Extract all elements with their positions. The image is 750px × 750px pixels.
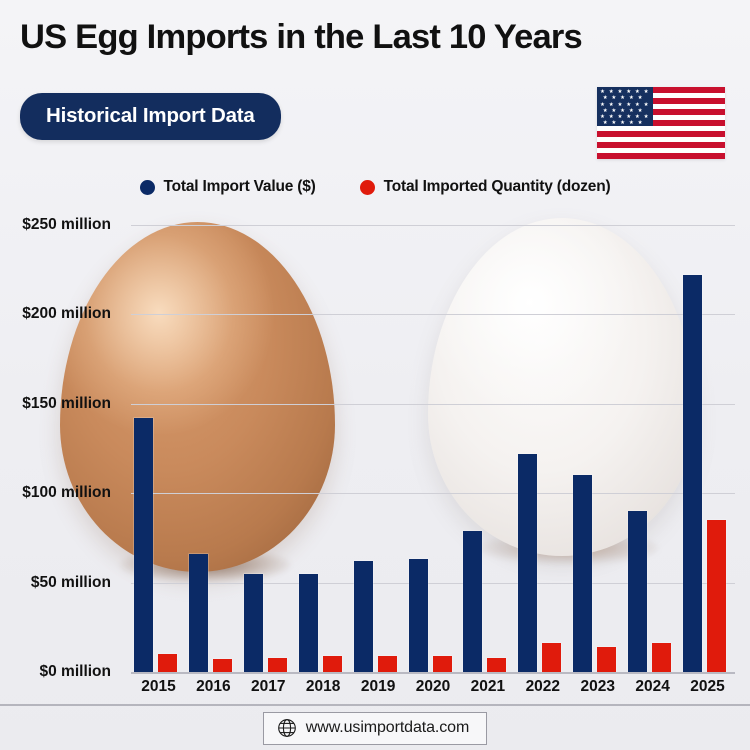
bar-import-quantity[interactable] xyxy=(487,657,507,672)
legend-item-import-value[interactable]: Total Import Value ($) xyxy=(139,178,316,196)
bar-import-quantity[interactable] xyxy=(267,657,287,672)
subtitle-badge: Historical Import Data xyxy=(20,93,281,140)
x-axis-tick-label: 2025 xyxy=(690,678,725,695)
legend-dot-icon xyxy=(359,179,375,195)
bar-group xyxy=(351,225,406,672)
bar-import-quantity[interactable] xyxy=(377,655,397,672)
y-axis-tick-label: $50 million xyxy=(30,573,111,591)
bar-group xyxy=(241,225,296,672)
x-axis-tick-label: 2018 xyxy=(305,678,341,695)
website-badge[interactable]: www.usimportdata.com xyxy=(262,712,488,745)
website-url: www.usimportdata.com xyxy=(305,719,470,736)
flag-stars: ★ ★ ★ ★ ★ ★ ★ ★ ★ ★ ★ ★ ★ ★ ★ ★ ★ ★ ★ ★ … xyxy=(600,89,650,133)
x-axis-tick-label: 2020 xyxy=(415,678,451,695)
x-axis-tick-label: 2022 xyxy=(525,678,561,695)
gridline xyxy=(131,225,735,226)
y-axis-tick-label: $200 million xyxy=(22,305,111,323)
bar-group xyxy=(406,225,461,672)
bar-import-quantity[interactable] xyxy=(322,655,342,672)
bar-import-quantity[interactable] xyxy=(432,655,452,672)
bar-import-value[interactable] xyxy=(683,275,703,672)
bar-import-value[interactable] xyxy=(188,554,208,672)
bar-import-value[interactable] xyxy=(573,475,593,672)
bar-group xyxy=(680,225,735,672)
gridline xyxy=(131,493,735,495)
chart-legend: Total Import Value ($) Total Imported Qu… xyxy=(0,178,750,196)
bar-import-value[interactable] xyxy=(243,573,263,672)
bar-group xyxy=(625,225,680,672)
bar-group xyxy=(186,225,241,672)
gridline xyxy=(131,314,735,316)
y-axis-tick-label: $150 million xyxy=(22,394,111,412)
gridline xyxy=(131,403,735,405)
chart-plot-area: $0 million $50 million $100 million $150 mi… xyxy=(22,216,735,680)
bar-import-quantity[interactable] xyxy=(597,646,617,672)
footer: www.usimportdata.com xyxy=(0,712,750,745)
bar-import-value[interactable] xyxy=(628,511,648,672)
us-flag-icon: ★ ★ ★ ★ ★ ★ ★ ★ ★ ★ ★ ★ ★ ★ ★ ★ ★ ★ ★ ★ … xyxy=(597,87,725,159)
legend-item-import-quantity[interactable]: Total Imported Quantity (dozen) xyxy=(359,178,611,196)
y-axis-tick-label: $0 million xyxy=(39,663,112,680)
bar-group xyxy=(460,225,515,672)
bar-import-value[interactable] xyxy=(298,573,318,672)
bar-group xyxy=(296,225,351,672)
legend-label: Total Imported Quantity (dozen) xyxy=(383,178,611,195)
globe-icon xyxy=(277,718,297,738)
x-axis-tick-label: 2019 xyxy=(360,678,396,695)
bar-import-value[interactable] xyxy=(353,561,373,672)
x-axis-labels: 2015 2016 2017 2018 2019 2020 2021 2022 2023 2024… xyxy=(131,676,735,702)
bar-group xyxy=(515,225,570,672)
x-axis-tick-label: 2024 xyxy=(635,678,670,695)
gridline xyxy=(131,582,735,584)
bar-import-quantity[interactable] xyxy=(212,659,232,672)
bar-group-container xyxy=(131,225,735,672)
bar-import-value[interactable] xyxy=(134,418,153,672)
x-axis-tick-label: 2015 xyxy=(141,678,176,695)
bar-import-quantity[interactable] xyxy=(652,643,672,672)
y-axis-tick-label: $250 million xyxy=(22,216,111,233)
bar-group xyxy=(131,225,186,672)
bar-import-quantity[interactable] xyxy=(158,654,177,672)
x-axis-tick-label: 2017 xyxy=(251,678,286,695)
x-axis-tick-label: 2016 xyxy=(196,678,231,695)
x-axis-line xyxy=(131,672,735,674)
page-title: US Egg Imports in the Last 10 Years xyxy=(20,18,583,56)
x-axis-tick-label: 2021 xyxy=(470,678,506,695)
footer-divider xyxy=(0,704,750,706)
bar-import-value[interactable] xyxy=(463,530,483,672)
bar-import-value[interactable] xyxy=(408,559,428,672)
legend-label: Total Import Value ($) xyxy=(163,178,316,195)
bar-import-value[interactable] xyxy=(518,453,538,672)
bar-import-quantity[interactable] xyxy=(707,520,727,672)
x-axis-tick-label: 2023 xyxy=(580,678,615,695)
y-axis-tick-label: $100 million xyxy=(22,484,111,502)
bar-import-quantity[interactable] xyxy=(542,643,562,672)
flag-canton xyxy=(597,87,653,126)
bar-group xyxy=(570,225,625,672)
legend-dot-icon xyxy=(139,179,155,195)
